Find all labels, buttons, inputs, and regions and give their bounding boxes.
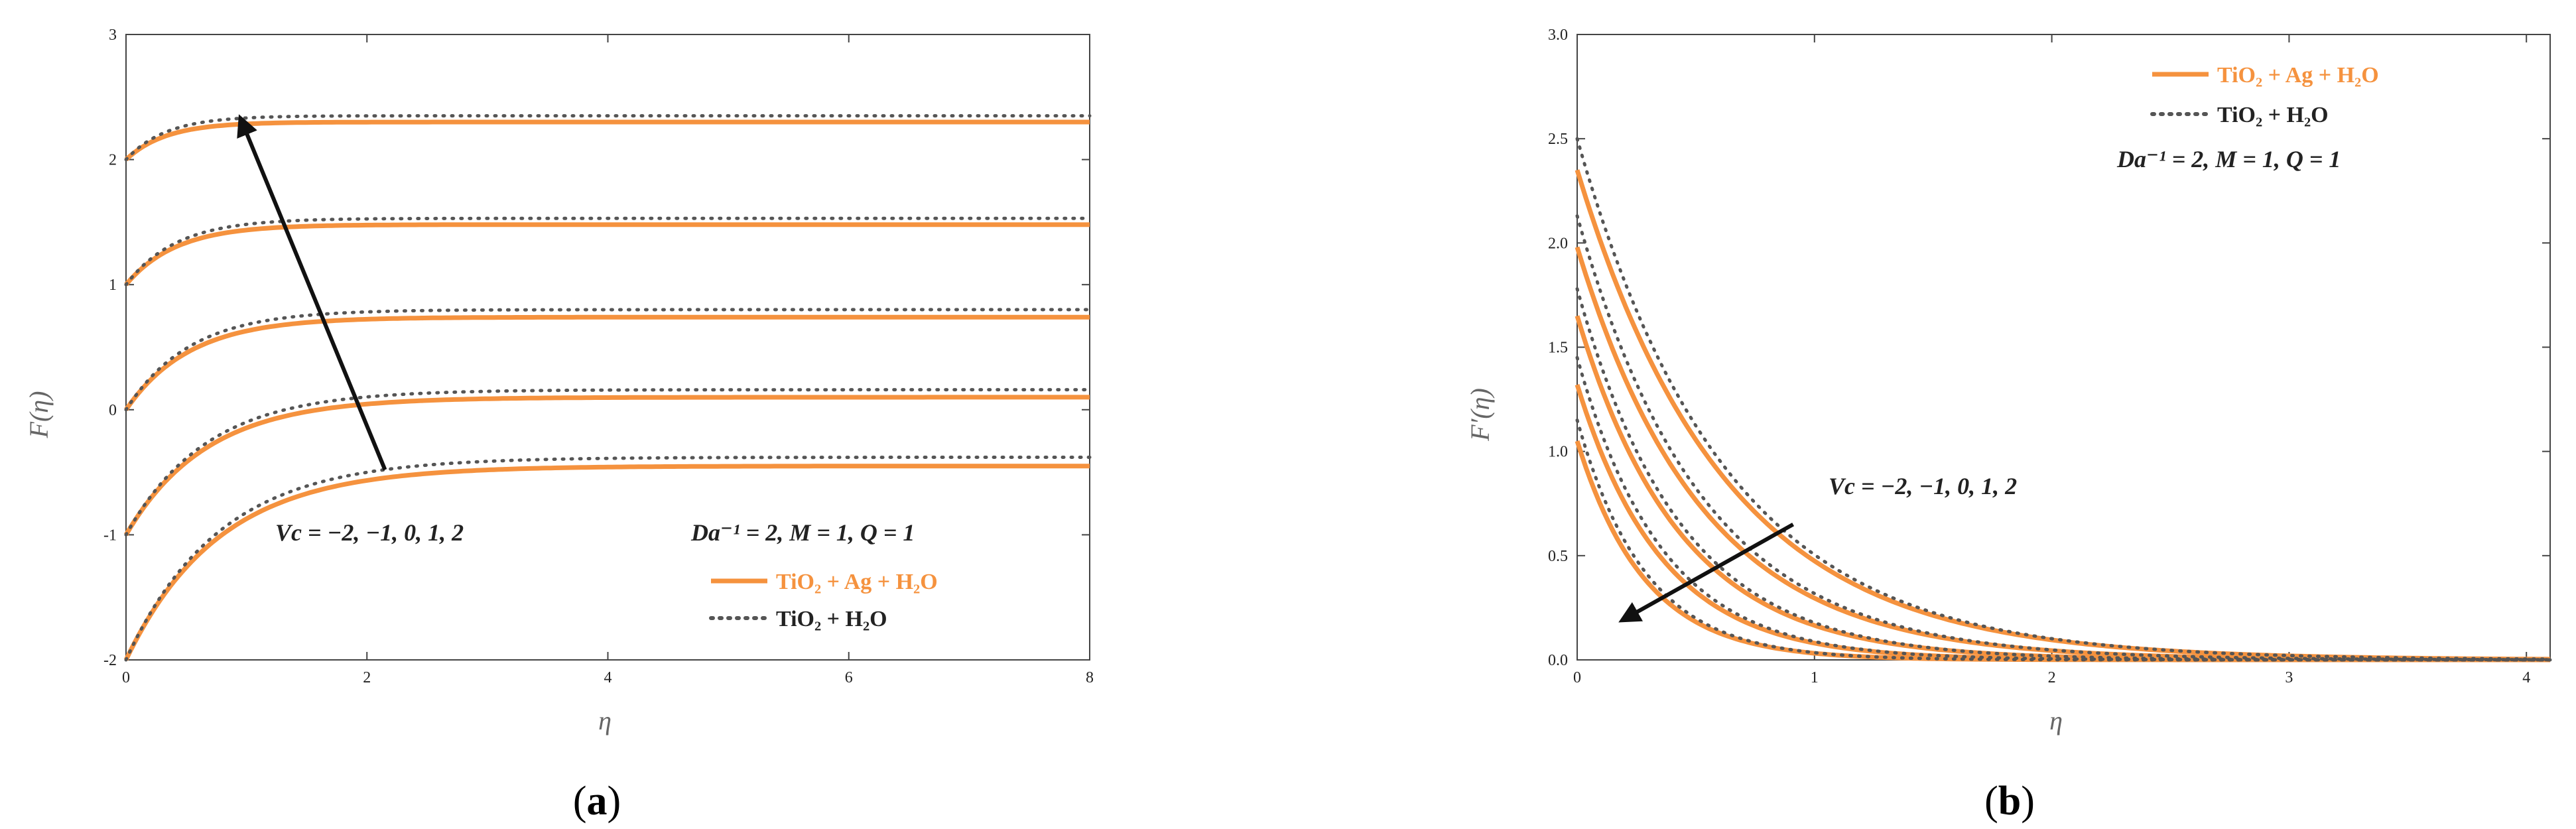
panel-b-y-tick-label: 2.5: [1548, 131, 1568, 148]
panel-a-axes: 0 2 4 6 8 -2 -1 0 1 2 3: [103, 27, 1094, 686]
panel-b-y-tick-label: 1.5: [1548, 340, 1568, 357]
panel-a-y-tick-label: 3: [109, 27, 117, 44]
panel-a-y-tick-label: 1: [109, 277, 117, 294]
panel-a-label: (a): [573, 779, 621, 824]
panel-a-legend-entry-dotted: TiO₂ + H₂O: [776, 607, 887, 631]
panel-b-y-tick-label: 2.0: [1548, 235, 1568, 252]
chart-panel-b: 0 1 2 3 4 0.0 0.5 1.0 1.5 2.0 2.5 3.0 Vc = −2, −1, …: [1465, 27, 2552, 824]
panel-a-direction-arrow: [237, 114, 387, 471]
panel-b-curve-vc-1-dotted: [1575, 355, 2552, 662]
panel-b-label-letter: b: [1998, 779, 2021, 824]
panel-a-legend: TiO₂ + Ag + H₂O TiO₂ + H₂O: [709, 570, 938, 631]
panel-b-x-tick-label: 4: [2522, 669, 2530, 686]
panel-a-curve-vc-1-dotted: [124, 216, 1092, 287]
panel-b-curve-vc-m1-solid: [1575, 246, 2550, 663]
panel-b-y-tick-label: 0.0: [1548, 652, 1568, 669]
panel-b-curve-vc-2-dotted: [1575, 418, 2552, 662]
panel-a-curve-vc-1-solid: [124, 222, 1090, 287]
panel-a-x-tick-label: 4: [604, 669, 612, 686]
panel-b-label: (b): [1984, 779, 2035, 824]
panel-a-curve-vc-0-solid: [124, 314, 1090, 411]
panel-b-y-tick-label: 3.0: [1548, 27, 1568, 44]
panel-a-params-label: Da⁻¹ = 2, M = 1, Q = 1: [690, 519, 915, 546]
panel-a-curve-vc-m2-dotted: [124, 456, 1092, 662]
panel-a-curve-vc-m1-solid: [123, 395, 1090, 537]
panel-a-y-tick-label: -1: [103, 527, 117, 544]
panel-a-y-tick-label: 2: [109, 152, 117, 169]
panel-b-frame: [1577, 34, 2551, 661]
panel-b-x-tick-label: 1: [1811, 669, 1819, 686]
panel-b-curve-vc-m2-solid: [1575, 169, 2551, 662]
panel-b-x-axis-label: η: [2049, 706, 2063, 735]
panel-a-arrow-label: Vc = −2, −1, 0, 1, 2: [275, 519, 464, 546]
panel-a-curve-vc-m1-dotted: [124, 388, 1092, 537]
panel-b-params-label: Da⁻¹ = 2, M = 1, Q = 1: [2116, 146, 2341, 172]
panel-b-x-tick-label: 0: [1573, 669, 1581, 686]
panel-a-curve-vc-m2-solid: [123, 464, 1090, 661]
panel-a-x-tick-label: 6: [845, 669, 853, 686]
panel-a-curve-vc-0-dotted: [124, 308, 1092, 412]
panel-b-x-tick-label: 3: [2285, 669, 2293, 686]
panel-b-legend-entry-solid: TiO₂ + Ag + H₂O: [2217, 63, 2379, 88]
panel-b-direction-arrow: [1618, 523, 1795, 623]
panel-b-x-tick-label: 2: [2048, 669, 2056, 686]
panel-b-curve-vc-m2-dotted: [1575, 137, 2552, 661]
panel-a-curve-vc-2-dotted: [124, 114, 1092, 162]
panel-b-curve-vc-1-solid: [1575, 384, 2550, 663]
panel-a-y-tick-label: -2: [103, 652, 117, 669]
panel-b-legend: TiO₂ + Ag + H₂O TiO₂ + H₂O: [2150, 63, 2379, 127]
panel-a-x-axis-label: η: [598, 706, 612, 735]
panel-b-arrow-label: Vc = −2, −1, 0, 1, 2: [1829, 473, 2017, 499]
panel-a-legend-entry-solid: TiO₂ + Ag + H₂O: [776, 570, 938, 594]
panel-a-x-tick-label: 2: [363, 669, 371, 686]
panel-a-label-letter: a: [587, 779, 608, 824]
chart-panel-a: 0 2 4 6 8 -2 -1 0 1 2 3 Vc = −2, −1, 0, 1, 2 Da⁻¹ …: [24, 27, 1094, 824]
panel-b-y-tick-label: 0.5: [1548, 548, 1568, 565]
panel-a-y-tick-label: 0: [109, 402, 117, 419]
panel-b-legend-entry-dotted: TiO₂ + H₂O: [2217, 103, 2329, 127]
panel-b-series-tio2-ag-h2o: [1575, 169, 2551, 663]
panel-b-y-axis-label: F′(η): [1465, 388, 1495, 442]
panel-b-series-tio2-h2o: [1575, 137, 2552, 662]
panel-a-frame: [125, 34, 1090, 661]
panel-a-y-axis-label: F(η): [24, 391, 54, 439]
panel-b-curve-vc-0-dotted: [1575, 287, 2552, 662]
panel-a-x-tick-label: 0: [122, 669, 130, 686]
panel-b-curve-vc-m1-dotted: [1575, 214, 2552, 662]
panel-b-y-tick-label: 1.0: [1548, 444, 1568, 461]
panel-a-x-tick-label: 8: [1086, 669, 1094, 686]
panel-b-axes: 0 1 2 3 4 0.0 0.5 1.0 1.5 2.0 2.5 3.0: [1548, 27, 2551, 686]
panel-a-series-tio2-h2o: [124, 114, 1092, 662]
panel-a-curve-vc-2-solid: [124, 119, 1090, 162]
